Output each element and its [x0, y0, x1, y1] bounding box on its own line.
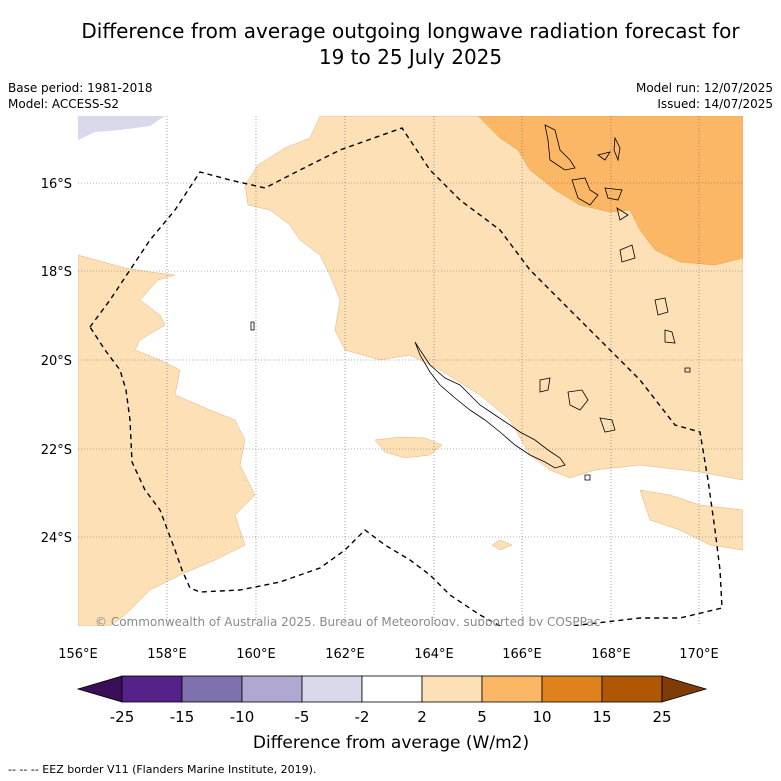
lat-label: 24°S — [41, 531, 72, 546]
colorbar-tick-label: 25 — [652, 708, 671, 726]
copyright-notice: © Commonwealth of Australia 2025, Bureau… — [95, 615, 600, 629]
anomaly-patch-southeast — [639, 489, 743, 551]
vanuatu-coast — [544, 124, 676, 344]
base-period: Base period: 1981-2018 — [8, 81, 153, 95]
colorbar-segment — [421, 675, 483, 703]
issued-date: Issued: 14/07/2025 — [657, 97, 773, 111]
lat-label: 18°S — [41, 265, 72, 280]
lon-label: 160°E — [236, 647, 276, 662]
map-panel: © Commonwealth of Australia 2025, Bureau… — [78, 116, 743, 629]
colorbar-tick-label: 10 — [532, 708, 551, 726]
anomaly-patch-central — [374, 436, 443, 459]
colorbar-segment — [541, 675, 603, 703]
lon-label: 166°E — [502, 647, 542, 662]
lon-labels: 156°E 158°E 160°E 162°E 164°E 166°E 168°… — [58, 647, 719, 662]
model-name: Model: ACCESS-S2 — [8, 97, 120, 111]
lat-labels: 16°S 18°S 20°S 22°S 24°S — [41, 177, 72, 546]
colorbar-tick-label: -15 — [170, 708, 195, 726]
eez-border — [89, 127, 723, 626]
lat-label: 20°S — [41, 354, 72, 369]
lat-label: 16°S — [41, 177, 72, 192]
lon-label: 164°E — [414, 647, 454, 662]
map-title: Difference from average outgoing longwav… — [0, 18, 781, 70]
colorbar: -25 -15 -10 -5 -2 2 5 10 15 25 — [76, 675, 708, 726]
lat-label: 22°S — [41, 443, 72, 458]
lon-label: 168°E — [591, 647, 631, 662]
anomaly-region-negative — [78, 116, 165, 140]
colorbar-tick-label: 15 — [592, 708, 611, 726]
colorbar-segment — [181, 675, 243, 703]
loyalty-islands-coast — [539, 377, 616, 433]
colorbar-tick-label: -10 — [230, 708, 255, 726]
left-meta: Base period: 1981-2018 Model: ACCESS-S2 — [8, 80, 153, 112]
lon-label: 158°E — [147, 647, 187, 662]
anomaly-region-orange — [477, 116, 743, 266]
colorbar-segment — [121, 675, 183, 703]
anomaly-region-light-orange-west — [78, 254, 256, 626]
lon-label: 156°E — [58, 647, 98, 662]
lon-label: 162°E — [325, 647, 365, 662]
lon-label: 170°E — [679, 647, 719, 662]
new-caledonia-coast — [414, 341, 566, 469]
title-line-2: 19 to 25 July 2025 — [318, 45, 503, 69]
anomaly-patch-south — [491, 539, 513, 551]
colorbar-segment — [241, 675, 303, 703]
colorbar-segment — [481, 675, 543, 703]
colorbar-extend-high — [661, 675, 708, 703]
colorbar-segment — [301, 675, 363, 703]
colorbar-tick-label: -25 — [110, 708, 135, 726]
eez-footnote: -- -- -- EEZ border V11 (Flanders Marine… — [8, 763, 317, 776]
small-islands — [250, 321, 691, 481]
coastlines — [250, 124, 691, 481]
right-meta: Model run: 12/07/2025 Issued: 14/07/2025 — [636, 80, 773, 112]
title-line-1: Difference from average outgoing longwav… — [81, 19, 740, 43]
colorbar-tick-label: 5 — [477, 708, 487, 726]
colorbar-segment — [601, 675, 663, 703]
colorbar-tick-label: -5 — [295, 708, 310, 726]
colorbar-extend-low — [76, 675, 123, 703]
model-run: Model run: 12/07/2025 — [635, 81, 773, 95]
colorbar-segment — [361, 675, 423, 703]
colorbar-title: Difference from average (W/m2) — [253, 733, 529, 753]
colorbar-tick-label: 2 — [417, 708, 427, 726]
gridlines — [78, 116, 743, 626]
colorbar-tick-label: -2 — [355, 708, 370, 726]
